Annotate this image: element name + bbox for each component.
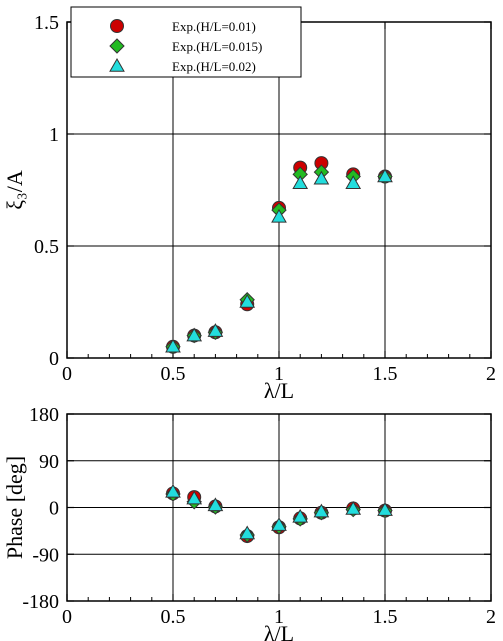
phase-data-point: [239, 525, 256, 540]
phase-y-axis-label: Phase [deg]: [2, 456, 27, 559]
phase-data-point: [271, 517, 287, 531]
phase-chart: 0 0.5 1 1.5 2 -180 -90 0 90 180 λ/L Phase [deg]: [2, 404, 496, 641]
phase-x-tick-label: 1.5: [373, 606, 398, 628]
amplitude-x-tick-label: 0.5: [161, 363, 186, 385]
amplitude-data-point: [292, 175, 309, 190]
phase-x-tick-label: 1: [274, 606, 284, 628]
phase-data-point: [292, 508, 309, 523]
phase-data-point: [345, 501, 362, 515]
phase-y-tick-label: -180: [22, 591, 59, 613]
amplitude-data-point: [345, 175, 362, 190]
amplitude-y-tick-label: 0.5: [34, 236, 59, 258]
phase-x-tick-label: 2: [486, 606, 496, 628]
legend-box: [70, 6, 302, 78]
phase-y-tick-label: 90: [39, 451, 59, 473]
legend-marker: [109, 38, 125, 54]
phase-y-tick-label: -90: [32, 544, 59, 566]
amplitude-x-tick-label: 1.5: [373, 363, 398, 385]
amplitude-x-tick-label: 1: [274, 363, 284, 385]
phase-data-point: [207, 497, 224, 512]
phase-data-point: [165, 483, 181, 498]
amplitude-data-point: [207, 323, 224, 337]
amplitude-data-point: [165, 338, 181, 353]
phase-series: [165, 483, 393, 540]
amplitude-data-point: [377, 168, 393, 183]
phase-data-point: [377, 502, 393, 516]
phase-y-tick-label: 180: [29, 404, 59, 426]
legend: Exp.(H/L=0.01) Exp.(H/L=0.015) Exp.(H/L=0.…: [70, 6, 302, 78]
amplitude-data-point: [271, 208, 287, 223]
legend-marker: [109, 57, 125, 72]
amplitude-y-tick-label: 0: [49, 348, 59, 370]
amplitude-data-point: [186, 327, 203, 342]
phase-data-point: [186, 490, 203, 505]
phase-x-axis-label: λ/L: [264, 621, 294, 641]
amplitude-y-tick-label: 1: [49, 124, 59, 146]
phase-data-point: [313, 503, 330, 518]
amplitude-y-axis-label: ξ₃/A: [2, 170, 27, 210]
amplitude-x-tick-label: 2: [486, 363, 496, 385]
legend-entry-label: Exp.(H/L=0.015): [172, 39, 262, 54]
legend-entry-label: Exp.(H/L=0.01): [172, 19, 256, 34]
amplitude-y-tick-label: 1.5: [34, 12, 59, 34]
phase-x-tick-label: 0.5: [161, 606, 186, 628]
phase-y-tick-label: 0: [49, 498, 59, 520]
phase-x-tick-label: 0: [62, 606, 72, 628]
legend-entry-label: Exp.(H/L=0.02): [172, 59, 256, 74]
amplitude-data-point: [239, 293, 256, 308]
amplitude-x-axis-label: λ/L: [264, 378, 294, 403]
amplitude-data-point: [313, 170, 330, 185]
amplitude-x-tick-label: 0: [62, 363, 72, 385]
amplitude-chart: 0 0.5 1 1.5 200.511.5λ/Lξ₃/AExp.(H/L=0.01)Ex…: [2, 6, 496, 403]
legend-marker: [110, 19, 124, 33]
amplitude-series: [165, 168, 393, 353]
